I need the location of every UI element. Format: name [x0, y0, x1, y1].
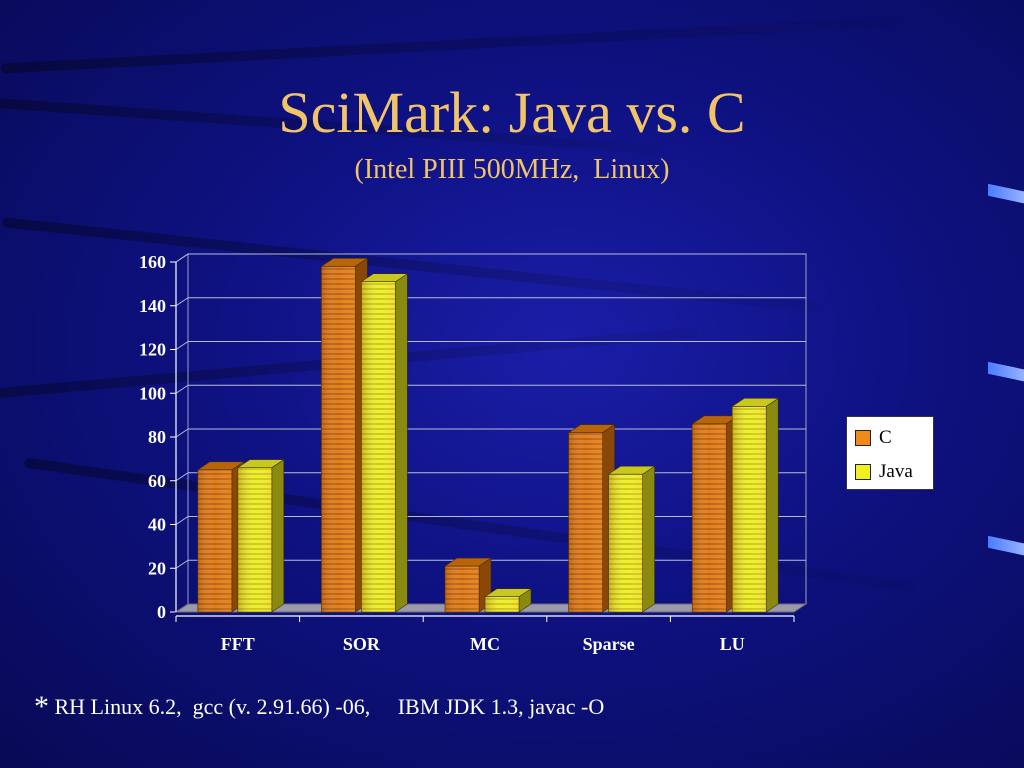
bar-top-java [731, 398, 780, 407]
gridline-side [175, 472, 189, 482]
gridline-side [175, 428, 189, 438]
bar-top-java [360, 273, 409, 282]
bar-top-c [320, 258, 369, 267]
bar-top-c [444, 557, 492, 567]
footnote-asterisk: * [34, 690, 49, 723]
legend-label-c: C [879, 427, 892, 448]
y-tick-label: 140 [139, 296, 166, 316]
gridline-side [175, 253, 189, 263]
bar-top-c [196, 461, 245, 471]
bar-shade-java [608, 474, 643, 612]
footnote-text: RH Linux 6.2, gcc (v. 2.91.66) -06, IBM … [49, 694, 605, 719]
gridline-side [175, 341, 189, 350]
bar-shade-c [692, 423, 727, 612]
x-tick-label: MC [470, 634, 500, 654]
bar-top-java [236, 459, 285, 468]
gridline-side [175, 297, 189, 307]
bar-side-java [642, 465, 655, 613]
bar-top-c [567, 424, 616, 433]
bar-top-java [484, 588, 532, 597]
x-tick-label: FFT [221, 634, 255, 654]
x-tick-label: Sparse [583, 634, 635, 654]
gridline-side [175, 384, 189, 394]
slide-title: SciMark: Java vs. C [278, 80, 746, 145]
bar-shade-c [197, 469, 232, 612]
bar-top-java [607, 465, 656, 475]
bar-side-java [271, 459, 285, 613]
legend-item-java: Java [855, 461, 913, 483]
legend-swatch-c [855, 430, 871, 446]
x-tick-label: LU [720, 634, 745, 654]
y-tick-label: 80 [148, 427, 166, 447]
gridline-side [175, 559, 189, 569]
bar-shade-c [321, 266, 356, 612]
x-tick-label: SOR [343, 634, 381, 654]
y-tick-label: 60 [148, 471, 166, 491]
bar-shade-java [485, 596, 519, 612]
y-tick-label: 120 [139, 340, 166, 360]
gridline-side [175, 516, 189, 525]
bar-shade-c [445, 566, 479, 612]
bar-shade-java [732, 406, 767, 612]
y-tick-label: 100 [139, 383, 166, 403]
footnote: * RH Linux 6.2, gcc (v. 2.91.66) -06, IB… [34, 690, 604, 724]
y-tick-label: 20 [148, 558, 166, 578]
bar-side-java [765, 397, 779, 613]
y-tick-label: 40 [148, 515, 166, 535]
y-tick-label: 160 [139, 252, 166, 272]
bar-shade-java [361, 281, 396, 612]
chart-legend: C Java [846, 416, 934, 490]
slide-subtitle: (Intel PIII 500MHz, Linux) [354, 154, 670, 185]
bar-shade-java [237, 467, 272, 612]
bar-shade-c [568, 432, 603, 612]
y-tick-label: 0 [157, 602, 166, 622]
legend-item-c: C [855, 427, 892, 449]
bar-side-java [395, 273, 408, 613]
legend-swatch-java [855, 464, 871, 480]
legend-label-java: Java [879, 461, 913, 482]
